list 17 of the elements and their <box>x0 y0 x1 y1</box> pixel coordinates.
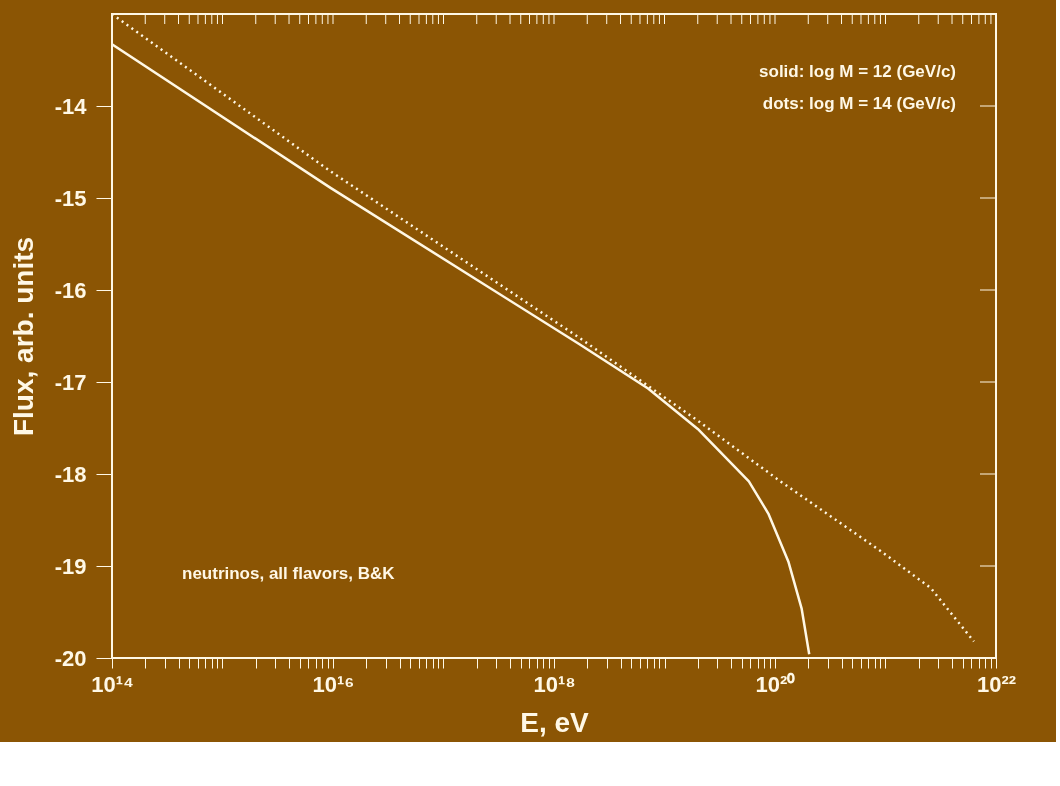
y-tick-label: -20 <box>54 645 87 671</box>
x-tick-label: 10¹⁸ <box>533 671 576 697</box>
y-axis-title: Flux, arb. units <box>7 236 39 437</box>
annotation: solid: log M = 12 (GeV/c) <box>759 62 956 81</box>
y-tick-label: -17 <box>54 369 87 395</box>
y-tick-label: -15 <box>54 185 87 211</box>
annotation: dots: log M = 14 (GeV/c) <box>762 94 956 113</box>
x-tick-label: 10¹⁶ <box>312 671 355 697</box>
x-tick-label: 10¹⁴ <box>91 671 134 697</box>
x-tick-label: 10²² <box>976 671 1017 697</box>
y-tick-label: -16 <box>54 277 87 303</box>
x-tick-label: 10²⁰ <box>755 671 796 697</box>
y-tick-label: -14 <box>54 93 88 119</box>
x-axis-title: E, eV <box>520 706 590 738</box>
y-tick-label: -18 <box>54 461 87 487</box>
annotation: neutrinos, all flavors, B&K <box>182 564 396 583</box>
y-tick-label: -19 <box>54 553 87 579</box>
